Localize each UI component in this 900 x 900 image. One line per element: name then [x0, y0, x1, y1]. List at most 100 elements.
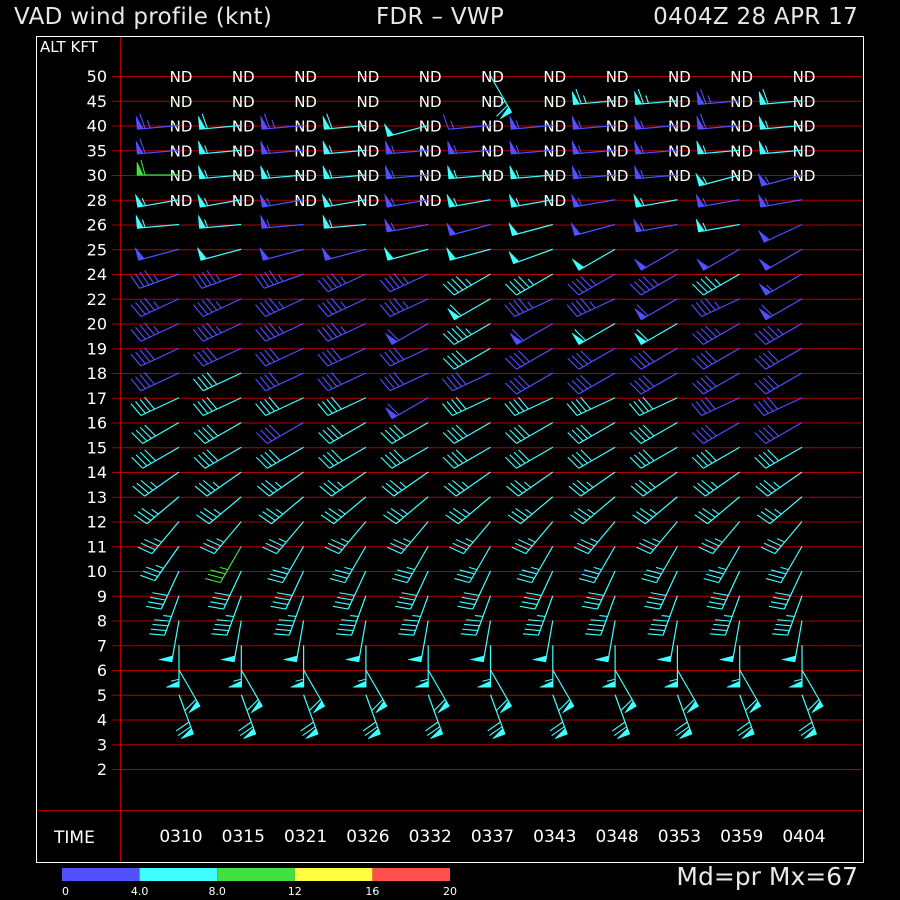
wind-barb: [634, 322, 678, 346]
nd-label: ND: [543, 167, 566, 185]
wind-barb: [442, 421, 491, 445]
wind-barb: [629, 372, 678, 395]
wind-barb: [255, 446, 304, 469]
nd-label: ND: [232, 167, 255, 185]
time-tick-label: 0337: [471, 827, 514, 847]
altitude-tick-label: 15: [87, 438, 107, 457]
wind-barb: [571, 248, 616, 271]
wind-barb: [695, 218, 740, 233]
wind-barb: [539, 645, 554, 688]
time-tick-label: 0404: [782, 827, 825, 847]
altitude-tick-label: 30: [87, 166, 107, 185]
time-tick-label: 0321: [284, 827, 327, 847]
time-tick-label: 0343: [533, 827, 576, 847]
nd-label: ND: [793, 142, 816, 160]
wind-barb: [633, 194, 678, 208]
wind-barb: [446, 247, 491, 261]
wind-barb: [634, 140, 678, 155]
wind-barb: [192, 372, 242, 392]
wind-barb: [758, 140, 803, 155]
altitude-tick-label: 5: [97, 686, 107, 705]
wind-barb: [504, 297, 554, 318]
altitude-tick-label: 26: [87, 216, 107, 235]
legend-swatch: [217, 868, 295, 881]
wind-barb: [254, 270, 304, 289]
nd-label: ND: [419, 68, 442, 86]
datetime-label: 0404Z 28 APR 17: [653, 4, 858, 30]
wind-barb: [532, 620, 554, 663]
wind-barb: [198, 140, 242, 155]
nd-label: ND: [543, 93, 566, 111]
wind-barb: [198, 165, 242, 180]
time-tick-label: 0332: [409, 827, 452, 847]
legend-swatch: [372, 868, 450, 881]
wind-barb: [318, 446, 367, 469]
wind-barb: [392, 545, 429, 584]
wind-barb: [552, 669, 575, 714]
wind-barb: [259, 247, 304, 261]
wind-barb: [446, 222, 491, 236]
wind-barb: [283, 620, 305, 663]
nd-label: ND: [232, 142, 255, 160]
altitude-tick-label: 10: [87, 562, 107, 581]
wind-barb: [691, 297, 740, 318]
wind-barb: [758, 116, 803, 130]
wind-barb: [757, 173, 803, 187]
wind-barb: [695, 194, 740, 208]
wind-barb: [567, 347, 616, 370]
wind-barb: [571, 322, 616, 346]
nd-label: ND: [294, 118, 317, 136]
wind-barb: [460, 595, 492, 636]
wind-barb: [567, 446, 616, 469]
wind-barb: [566, 396, 616, 417]
wind-barb: [384, 165, 429, 180]
wind-barb: [442, 114, 491, 130]
wind-barb: [221, 620, 242, 663]
wind-barb: [379, 372, 429, 392]
wind-barb: [507, 496, 554, 525]
wind-barb: [634, 298, 678, 321]
wind-barb: [691, 446, 741, 469]
wind-barb: [801, 669, 824, 714]
chart-title: VAD wind profile (knt): [14, 4, 273, 30]
wind-barb: [322, 140, 366, 155]
nd-label: ND: [419, 192, 442, 210]
wind-barb: [442, 372, 491, 392]
wind-barb: [549, 694, 568, 739]
nd-label: ND: [357, 192, 380, 210]
wind-barb: [691, 322, 741, 346]
wind-barb: [255, 372, 304, 392]
nd-label: ND: [730, 93, 753, 111]
wind-barb: [329, 545, 367, 584]
wind-barb: [573, 521, 616, 555]
wind-barb: [636, 521, 678, 555]
y-axis-title: ALT KFT: [40, 38, 99, 56]
wind-barb: [136, 159, 179, 176]
wind-barb: [756, 496, 803, 525]
wind-barb: [408, 620, 429, 663]
time-tick-label: 0326: [346, 827, 389, 847]
wind-barb: [509, 116, 553, 130]
legend-tick-label: 4.0: [131, 885, 149, 898]
wind-barb: [208, 570, 242, 610]
wind-barb: [758, 298, 803, 321]
wind-barb: [320, 496, 367, 525]
wind-barb: [178, 669, 201, 714]
wind-barb: [336, 595, 367, 636]
wind-barb: [765, 545, 803, 584]
wind-barb: [260, 113, 304, 130]
altitude-tick-labels: 5045403530282625242220191817161514131211…: [87, 67, 107, 779]
time-tick-label: 0353: [658, 827, 701, 847]
wind-barb: [758, 248, 803, 271]
nd-label: ND: [668, 142, 691, 160]
wind-barb: [130, 270, 180, 289]
wind-barb: [135, 138, 180, 155]
wind-barb: [383, 247, 429, 261]
wind-barb: [385, 322, 429, 346]
wind-barb: [644, 570, 678, 610]
wind-barb: [200, 521, 242, 555]
wind-barb: [509, 165, 553, 180]
wind-barb: [487, 694, 506, 739]
nd-label: ND: [481, 167, 504, 185]
wind-barb: [383, 123, 429, 137]
